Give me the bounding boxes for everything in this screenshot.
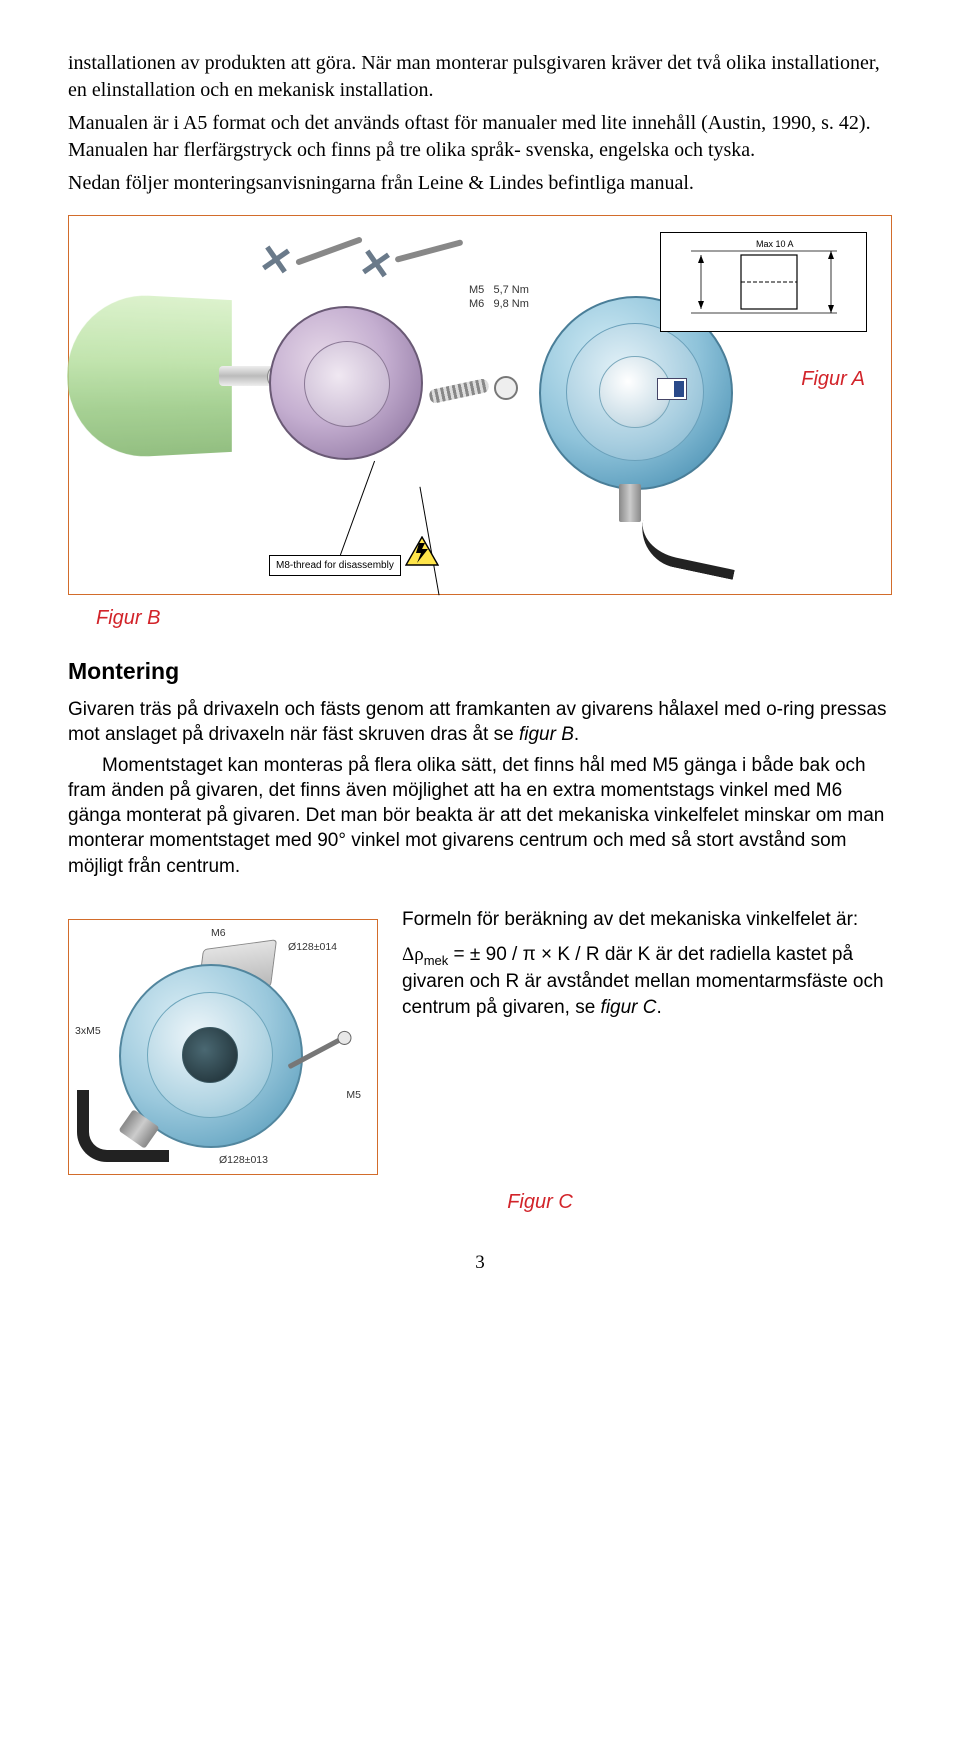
figure-b-label: Figur B xyxy=(96,605,892,632)
figure-c-box: M6 Ø128±014 3xM5 M5 Ø128±013 xyxy=(68,919,378,1175)
text-run: . xyxy=(574,724,579,745)
intro-paragraph-2: Manualen är i A5 format och det används … xyxy=(68,110,892,164)
dim-d-bot: Ø128±013 xyxy=(219,1153,268,1167)
intro-paragraph-3: Nedan följer monteringsanvisningarna frå… xyxy=(68,170,892,197)
svg-text:Max 10 A: Max 10 A xyxy=(756,239,794,249)
thread-note-box: M8-thread for disassembly xyxy=(269,555,401,577)
figure-a-label: Figur A xyxy=(801,366,865,393)
intro-paragraph-1: installationen av produkten att göra. Nä… xyxy=(68,50,892,104)
cross-out-icon: ✕ xyxy=(255,232,297,291)
text-run: Givaren träs på drivaxeln och fästs geno… xyxy=(68,699,886,745)
dim-m5: M5 xyxy=(346,1088,361,1102)
formula-subscript: mek xyxy=(424,953,449,968)
formula-block: Formeln för beräkning av det mekaniska v… xyxy=(402,901,892,1021)
cross-out-icon: ✕ xyxy=(355,236,397,295)
figure-a-box: ✕ ✕ M5 5,7 Nm M6 9,8 Nm xyxy=(68,215,892,595)
dim-d-top: Ø128±014 xyxy=(288,940,337,954)
figure-a-assembly: ✕ ✕ M5 5,7 Nm M6 9,8 Nm xyxy=(239,226,877,584)
formula-lead: Formeln för beräkning av det mekaniska v… xyxy=(402,907,892,932)
dim-3xm5: 3xM5 xyxy=(75,1024,101,1038)
formula-end: . xyxy=(657,997,662,1018)
formula-expression: Δρmek = ± 90 / π × K / R där K är det ra… xyxy=(402,942,892,1020)
montering-paragraph-1: Givaren träs på drivaxeln och fästs geno… xyxy=(68,697,892,747)
figure-b-ref: figur B xyxy=(519,724,574,745)
dim-m6: M6 xyxy=(211,926,226,940)
montering-heading: Montering xyxy=(68,656,892,687)
figure-c-ref: figur C xyxy=(601,997,657,1018)
formula-delta: Δρ xyxy=(402,944,424,965)
dimension-drawing: Max 10 A xyxy=(660,232,867,332)
montering-paragraph-2: Momentstaget kan monteras på flera olika… xyxy=(68,753,892,878)
torque-note: M5 5,7 Nm M6 9,8 Nm xyxy=(469,284,529,312)
figure-a-shaft xyxy=(79,226,239,584)
brand-badge xyxy=(657,378,687,400)
figure-c-label: Figur C xyxy=(188,1189,892,1216)
esd-warning-icon xyxy=(405,536,439,574)
page-number: 3 xyxy=(68,1250,892,1276)
